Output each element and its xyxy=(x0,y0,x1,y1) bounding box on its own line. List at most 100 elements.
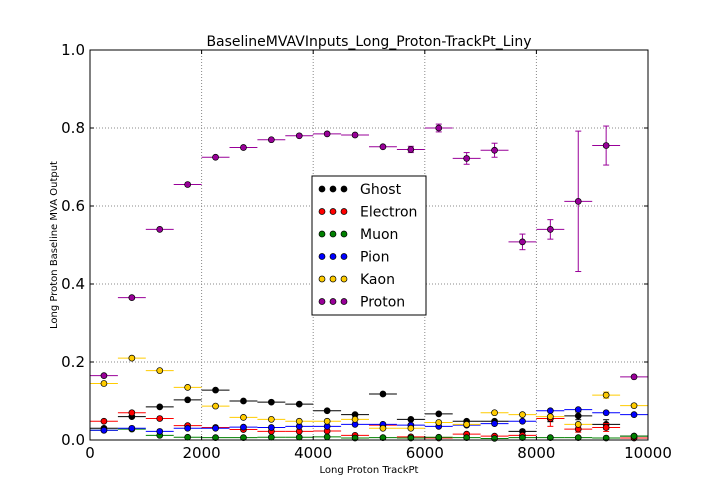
data-point xyxy=(379,143,387,151)
data-point xyxy=(435,124,443,132)
data-point xyxy=(351,131,359,139)
y-tick-label: 0.6 xyxy=(61,197,85,215)
legend-marker xyxy=(329,253,337,260)
data-point xyxy=(602,409,610,417)
data-point xyxy=(407,415,415,423)
y-axis-label: Long Proton Baseline MVA Output xyxy=(49,161,60,329)
legend-marker xyxy=(318,275,326,283)
data-point xyxy=(491,409,498,417)
legend-item-pion: Pion xyxy=(318,250,389,266)
legend-marker xyxy=(318,253,326,260)
legend-marker xyxy=(329,208,337,215)
series-kaon xyxy=(90,354,648,432)
legend-box xyxy=(311,175,427,316)
x-tick-label: 4000 xyxy=(294,444,332,462)
data-point xyxy=(463,434,470,442)
data-point xyxy=(240,397,247,405)
data-point xyxy=(295,417,303,425)
series-proton xyxy=(90,123,648,381)
data-point xyxy=(630,411,638,418)
legend-marker xyxy=(340,253,348,260)
data-point xyxy=(463,421,470,428)
data-point xyxy=(156,226,164,233)
x-axis-label: Long Proton TrackPt xyxy=(320,465,419,476)
legend-item-proton: Proton xyxy=(318,295,405,311)
data-point xyxy=(295,132,303,140)
data-point xyxy=(463,155,470,162)
legend-item-muon: Muon xyxy=(318,227,398,243)
data-point xyxy=(100,380,108,387)
legend-item-kaon: Kaon xyxy=(318,272,395,288)
legend-item-electron: Electron xyxy=(318,205,417,221)
legend-label: Proton xyxy=(360,295,405,311)
data-point xyxy=(240,423,247,431)
data-point xyxy=(323,417,331,425)
data-point xyxy=(574,197,582,205)
data-point xyxy=(546,434,554,442)
data-point xyxy=(156,403,164,411)
y-tick-label: 1.0 xyxy=(61,41,85,59)
legend-marker xyxy=(329,230,337,238)
data-point xyxy=(519,434,526,442)
data-point xyxy=(351,415,359,423)
legend-marker xyxy=(340,185,348,193)
chart-title: BaselineMVAVInputs_Long_Proton-TrackPt_L… xyxy=(206,34,531,50)
data-point xyxy=(128,354,136,362)
data-point xyxy=(602,142,610,149)
legend-item-ghost: Ghost xyxy=(318,182,402,198)
x-tick-label: 8000 xyxy=(517,444,555,462)
axis-ticks: 0 2000 4000 6000 8000 10000 0.0 0.2 0.4 0.6 0.8 1.0 xyxy=(61,41,672,462)
data-point xyxy=(156,367,164,374)
legend-label: Pion xyxy=(360,250,389,266)
x-tick-label: 10000 xyxy=(624,444,672,462)
legend-label: Ghost xyxy=(360,182,402,198)
y-tick-label: 0.8 xyxy=(61,119,85,137)
data-point xyxy=(184,424,191,432)
data-point xyxy=(184,396,191,404)
legend-marker xyxy=(318,230,326,238)
data-point xyxy=(546,226,554,233)
data-point xyxy=(630,373,638,381)
legend-marker xyxy=(329,275,337,283)
y-tick-label: 0.4 xyxy=(61,275,85,293)
data-point xyxy=(128,409,136,417)
data-point xyxy=(240,434,247,442)
legend-marker xyxy=(329,185,337,193)
data-point xyxy=(519,417,526,425)
data-point xyxy=(574,421,582,428)
data-point xyxy=(212,386,219,394)
data-point xyxy=(546,413,554,420)
data-point xyxy=(630,432,638,440)
data-point xyxy=(240,144,247,151)
data-point xyxy=(602,391,610,399)
legend-marker xyxy=(318,208,326,215)
data-point xyxy=(323,407,331,415)
data-point xyxy=(379,424,387,432)
data-point xyxy=(519,411,526,418)
data-point xyxy=(100,417,108,425)
data-point xyxy=(574,412,582,420)
data-point xyxy=(268,433,275,441)
legend-marker xyxy=(340,298,348,305)
y-tick-label: 0.0 xyxy=(61,431,85,449)
data-point xyxy=(491,146,498,154)
data-point xyxy=(435,433,443,441)
data-point xyxy=(407,424,415,432)
data-point xyxy=(156,428,164,435)
data-point xyxy=(100,426,108,434)
data-point xyxy=(184,384,191,391)
data-point xyxy=(323,130,331,138)
data-point xyxy=(602,424,610,431)
data-point xyxy=(268,398,275,406)
data-point xyxy=(491,435,498,442)
data-point xyxy=(630,402,638,410)
data-point xyxy=(128,424,136,432)
data-point xyxy=(546,407,554,415)
legend-marker xyxy=(340,208,348,215)
data-point xyxy=(212,153,219,161)
legend-marker xyxy=(318,298,326,305)
legend-label: Muon xyxy=(360,227,398,243)
data-point xyxy=(379,434,387,442)
data-point xyxy=(435,419,443,426)
